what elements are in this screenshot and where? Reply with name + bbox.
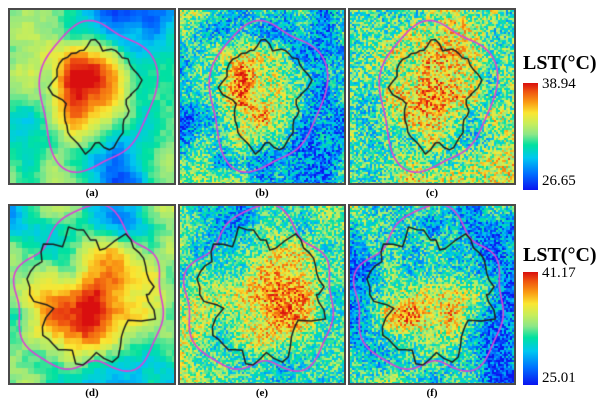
heatmap-canvas-f xyxy=(350,206,514,383)
panel-label-c: (c) xyxy=(425,187,439,199)
colorbar-bottom-gradient xyxy=(523,272,538,385)
colorbar-bottom-title: LST(°C) xyxy=(523,244,597,266)
colorbar-top: LST(°C) 38.94 26.65 xyxy=(521,50,600,200)
colorbar-bottom-min: 25.01 xyxy=(542,370,576,386)
colorbar-top-title: LST(°C) xyxy=(523,52,597,74)
heatmap-canvas-a xyxy=(10,10,174,183)
panel-label-e: (e) xyxy=(255,387,269,399)
panel-c xyxy=(348,8,516,185)
panel-f xyxy=(348,204,516,385)
heatmap-canvas-c xyxy=(350,10,514,183)
colorbar-bottom: LST(°C) 41.17 25.01 xyxy=(521,242,600,397)
panel-label-f: (f) xyxy=(426,387,438,399)
heatmap-canvas-b xyxy=(180,10,344,183)
colorbar-top-max: 38.94 xyxy=(542,76,576,92)
heatmap-canvas-e xyxy=(180,206,344,383)
panel-a xyxy=(8,8,176,185)
panel-b xyxy=(178,8,346,185)
heatmap-canvas-d xyxy=(10,206,174,383)
colorbar-top-min: 26.65 xyxy=(542,173,576,189)
panel-label-a: (a) xyxy=(85,187,99,199)
colorbar-bottom-max: 41.17 xyxy=(542,265,576,281)
panel-label-b: (b) xyxy=(255,187,269,199)
panel-label-d: (d) xyxy=(85,387,99,399)
colorbar-top-gradient xyxy=(523,83,538,190)
panel-d xyxy=(8,204,176,385)
panel-e xyxy=(178,204,346,385)
